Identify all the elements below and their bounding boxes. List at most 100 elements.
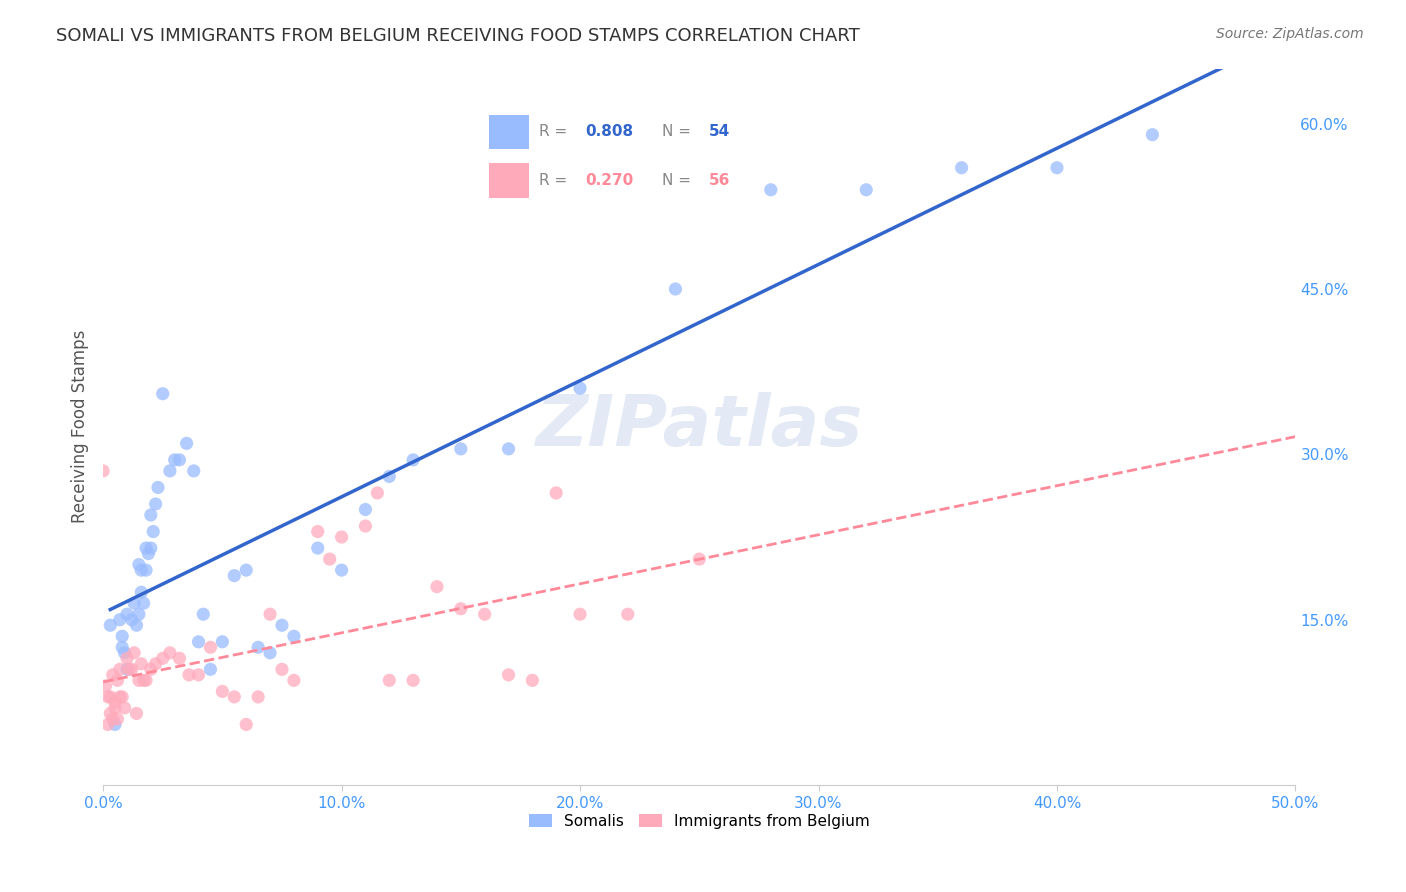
Somalis [115,662,138,676]
Immigrants from Belgium [128,673,150,688]
Somalis [163,453,186,467]
Immigrants from Belgium [211,684,233,698]
Somalis [152,386,174,401]
Somalis [142,524,165,539]
Somalis [169,453,191,467]
Immigrants from Belgium [145,657,167,671]
Somalis [139,541,162,555]
Immigrants from Belgium [104,695,127,709]
Somalis [104,717,127,731]
Immigrants from Belgium [108,690,131,704]
Immigrants from Belgium [450,601,472,615]
Somalis [125,618,148,632]
Immigrants from Belgium [111,690,134,704]
Immigrants from Belgium [522,673,544,688]
Somalis [855,183,877,197]
Immigrants from Belgium [271,662,294,676]
Somalis [187,634,209,648]
Immigrants from Belgium [259,607,281,622]
Immigrants from Belgium [114,701,136,715]
Immigrants from Belgium [104,701,127,715]
Immigrants from Belgium [474,607,496,622]
Text: SOMALI VS IMMIGRANTS FROM BELGIUM RECEIVING FOOD STAMPS CORRELATION CHART: SOMALI VS IMMIGRANTS FROM BELGIUM RECEIV… [56,27,860,45]
Immigrants from Belgium [307,524,329,539]
Somalis [176,436,198,450]
Somalis [122,596,145,610]
Immigrants from Belgium [616,607,638,622]
Somalis [121,613,143,627]
Immigrants from Belgium [354,519,377,533]
Somalis [1142,128,1164,142]
Somalis [193,607,215,622]
Somalis [402,453,425,467]
Immigrants from Belgium [129,657,152,671]
Somalis [271,618,294,632]
Somalis [135,541,157,555]
Immigrants from Belgium [98,706,121,721]
Somalis [307,541,329,555]
Immigrants from Belgium [115,651,138,665]
Somalis [128,558,150,572]
Immigrants from Belgium [122,646,145,660]
Somalis [354,502,377,516]
Immigrants from Belgium [169,651,191,665]
Immigrants from Belgium [200,640,222,655]
Immigrants from Belgium [101,712,124,726]
Immigrants from Belgium [108,662,131,676]
Immigrants from Belgium [177,668,200,682]
Text: ZIPatlas: ZIPatlas [536,392,863,461]
Immigrants from Belgium [283,673,305,688]
Immigrants from Belgium [97,690,120,704]
Immigrants from Belgium [107,673,129,688]
Immigrants from Belgium [118,662,141,676]
Immigrants from Belgium [330,530,353,544]
Immigrants from Belgium [152,651,174,665]
Somalis [1046,161,1069,175]
Somalis [759,183,782,197]
Somalis [450,442,472,456]
Immigrants from Belgium [366,486,388,500]
Somalis [111,629,134,643]
Somalis [129,563,152,577]
Somalis [259,646,281,660]
Somalis [132,596,155,610]
Somalis [200,662,222,676]
Somalis [378,469,401,483]
Somalis [111,640,134,655]
Immigrants from Belgium [159,646,181,660]
Legend: Somalis, Immigrants from Belgium: Somalis, Immigrants from Belgium [523,807,876,835]
Somalis [283,629,305,643]
Somalis [183,464,205,478]
Somalis [330,563,353,577]
Immigrants from Belgium [224,690,246,704]
Somalis [145,497,167,511]
Immigrants from Belgium [139,662,162,676]
Immigrants from Belgium [235,717,257,731]
Somalis [498,442,520,456]
Somalis [211,634,233,648]
Immigrants from Belgium [125,706,148,721]
Immigrants from Belgium [98,690,121,704]
Immigrants from Belgium [107,712,129,726]
Somalis [114,646,136,660]
Immigrants from Belgium [402,673,425,688]
Somalis [98,618,121,632]
Immigrants from Belgium [378,673,401,688]
Somalis [128,607,150,622]
Somalis [159,464,181,478]
Immigrants from Belgium [426,580,449,594]
Somalis [115,607,138,622]
Immigrants from Belgium [569,607,592,622]
Immigrants from Belgium [101,668,124,682]
Immigrants from Belgium [91,464,114,478]
Y-axis label: Receiving Food Stamps: Receiving Food Stamps [72,330,89,524]
Somalis [146,480,169,494]
Immigrants from Belgium [546,486,568,500]
Somalis [664,282,686,296]
Immigrants from Belgium [94,679,117,693]
Somalis [135,563,157,577]
Immigrants from Belgium [318,552,340,566]
Somalis [139,508,162,522]
Somalis [569,381,592,395]
Somalis [224,568,246,582]
